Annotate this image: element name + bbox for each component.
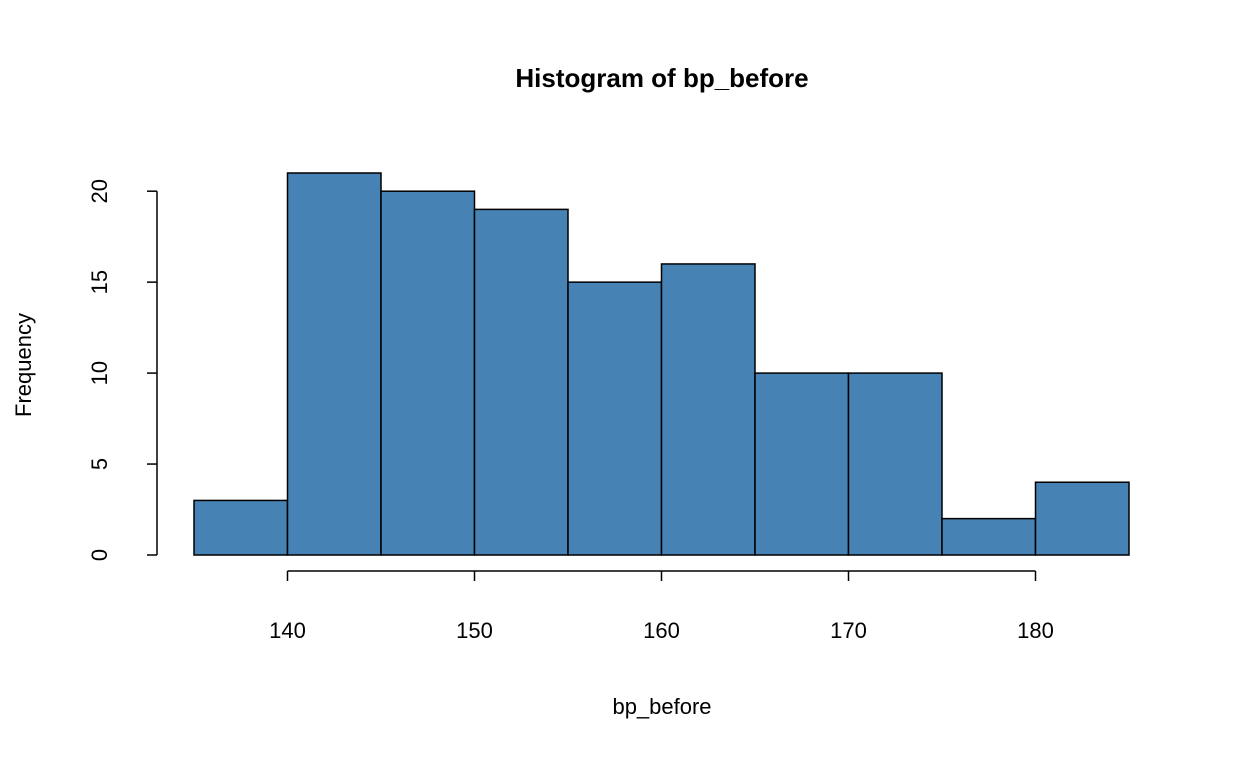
bar — [1034, 481, 1130, 556]
bar — [380, 190, 476, 556]
x-axis-label: bp_before — [612, 694, 711, 719]
y-tick-label: 0 — [87, 549, 112, 561]
chart-title: Histogram of bp_before — [515, 63, 808, 93]
bar — [847, 372, 943, 556]
bar — [660, 263, 756, 556]
x-tick-label: 170 — [830, 618, 867, 643]
y-tick-label: 20 — [87, 179, 112, 203]
y-tick-label: 10 — [87, 361, 112, 385]
x-tick-label: 160 — [643, 618, 680, 643]
x-tick-label: 180 — [1017, 618, 1054, 643]
bar — [754, 372, 850, 556]
y-tick-label: 15 — [87, 270, 112, 294]
x-tick-label: 140 — [269, 618, 306, 643]
y-axis-label: Frequency — [11, 313, 36, 417]
bar — [473, 208, 569, 556]
y-tick-label: 5 — [87, 458, 112, 470]
bar — [193, 499, 289, 556]
bar — [567, 281, 663, 556]
x-tick-label: 150 — [456, 618, 493, 643]
bar — [286, 172, 382, 556]
bar — [941, 517, 1037, 556]
